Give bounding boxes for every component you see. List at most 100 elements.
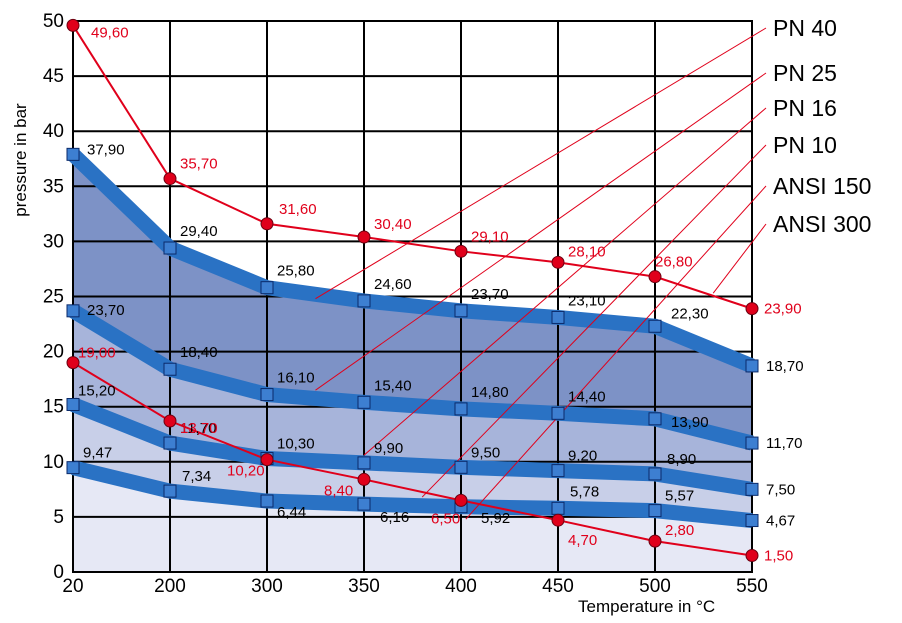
- data-label: 2,80: [665, 522, 694, 539]
- y-tick-label: 20: [43, 342, 64, 363]
- data-marker-square: [454, 402, 468, 416]
- data-label: 13,90: [671, 414, 709, 431]
- y-tick-label: 35: [43, 176, 64, 197]
- data-marker-circle: [357, 472, 371, 486]
- data-label: 31,60: [279, 201, 317, 218]
- y-tick-label: 45: [43, 66, 64, 87]
- legend: PN 40 PN 25 PN 16 PN 10 ANSI 150 ANSI 300: [773, 15, 871, 237]
- data-marker-square: [163, 436, 177, 450]
- data-label: 9,47: [83, 445, 112, 462]
- data-label: 22,30: [671, 305, 709, 322]
- legend-label: PN 40: [773, 15, 837, 41]
- data-label: 5,78: [570, 483, 599, 500]
- data-marker-square: [357, 294, 371, 308]
- data-marker-circle: [745, 548, 759, 562]
- data-marker-square: [745, 359, 759, 373]
- data-marker-square: [745, 514, 759, 528]
- area-fill: [73, 310, 752, 490]
- data-label: 29,10: [471, 228, 509, 245]
- markers: [66, 18, 759, 562]
- legend-label: ANSI 300: [773, 211, 871, 237]
- data-marker-square: [66, 397, 80, 411]
- data-label: 6,50: [431, 510, 460, 527]
- data-marker-square: [66, 304, 80, 318]
- data-label: 16,10: [277, 370, 315, 387]
- x-tick-label: 550: [736, 576, 768, 597]
- tick-labels: 0 5 10 15 20 25 30 35 40 45 50 20 200 300 350 400 450 500…: [43, 11, 768, 597]
- data-label: 9,20: [568, 448, 597, 465]
- x-axis-title: Temperature in °C: [578, 597, 715, 616]
- data-label: 11,70: [180, 420, 216, 437]
- legend-leader-line: [712, 223, 767, 294]
- legend-leader-lines: [315, 27, 767, 520]
- data-label: 15,20: [78, 382, 116, 399]
- y-tick-label: 15: [43, 397, 64, 418]
- data-label: 49,60: [91, 24, 129, 41]
- data-label: 10,30: [277, 435, 315, 452]
- y-axis-title: pressure in bar: [11, 103, 30, 217]
- data-marker-square: [648, 467, 662, 481]
- data-marker-circle: [454, 493, 468, 507]
- data-marker-square: [260, 281, 274, 295]
- data-marker-circle: [163, 414, 177, 428]
- legend-leader-line: [363, 107, 767, 456]
- data-label: 19,00: [78, 345, 116, 362]
- data-marker-circle: [260, 453, 274, 467]
- legend-label: ANSI 150: [773, 173, 871, 199]
- data-label: 4,67: [766, 513, 795, 530]
- x-tick-label: 500: [639, 576, 671, 597]
- data-label: 18,70: [766, 358, 804, 375]
- series-line: [72, 361, 753, 557]
- data-marker-square: [357, 395, 371, 409]
- data-label: 26,80: [655, 254, 693, 271]
- data-marker-circle: [357, 230, 371, 244]
- y-tick-label: 50: [43, 11, 64, 32]
- data-label: 5,57: [665, 488, 694, 505]
- data-labels: 49,60 35,70 31,60 30,40 29,10 28,10 26,80 23,90…: [78, 24, 804, 564]
- blue-bands: [67, 148, 755, 528]
- data-label: 29,40: [180, 223, 218, 240]
- data-marker-square: [454, 304, 468, 318]
- data-label: 6,44: [277, 504, 306, 521]
- data-marker-square: [260, 388, 274, 402]
- data-marker-square: [163, 484, 177, 498]
- data-marker-circle: [66, 356, 80, 370]
- legend-label: PN 10: [773, 132, 837, 158]
- data-marker-square: [357, 456, 371, 470]
- data-marker-square: [648, 412, 662, 426]
- data-label: 7,34: [182, 468, 211, 485]
- data-marker-square: [551, 406, 565, 420]
- y-tick-label: 25: [43, 287, 64, 308]
- data-label: 14,40: [568, 388, 606, 405]
- data-marker-circle: [745, 302, 759, 316]
- data-marker-circle: [260, 217, 274, 231]
- data-marker-circle: [551, 513, 565, 527]
- data-label: 9,50: [471, 444, 500, 461]
- x-tick-label: 200: [154, 576, 186, 597]
- data-label: 23,70: [87, 302, 125, 319]
- data-label: 14,80: [471, 384, 509, 401]
- red-lines: [72, 24, 753, 557]
- data-label: 23,10: [568, 292, 606, 309]
- data-label: 1,50: [764, 547, 793, 564]
- y-tick-label: 30: [43, 231, 64, 252]
- data-marker-circle: [648, 270, 662, 284]
- data-label: 6,16: [380, 509, 409, 526]
- series-band: [70, 397, 754, 497]
- data-marker-square: [66, 461, 80, 475]
- data-label: 35,70: [180, 156, 218, 173]
- data-marker-square: [648, 504, 662, 518]
- legend-leader-line: [465, 185, 767, 520]
- series-band: [67, 148, 755, 373]
- y-tick-label: 5: [53, 507, 64, 528]
- data-marker-square: [551, 464, 565, 478]
- data-label: 28,10: [568, 243, 606, 260]
- data-marker-square: [66, 147, 80, 161]
- y-tick-label: 0: [53, 562, 64, 583]
- data-marker-square: [551, 501, 565, 515]
- data-marker-square: [163, 362, 177, 376]
- data-label: 13,70: [180, 420, 218, 437]
- data-label: 4,70: [568, 532, 597, 549]
